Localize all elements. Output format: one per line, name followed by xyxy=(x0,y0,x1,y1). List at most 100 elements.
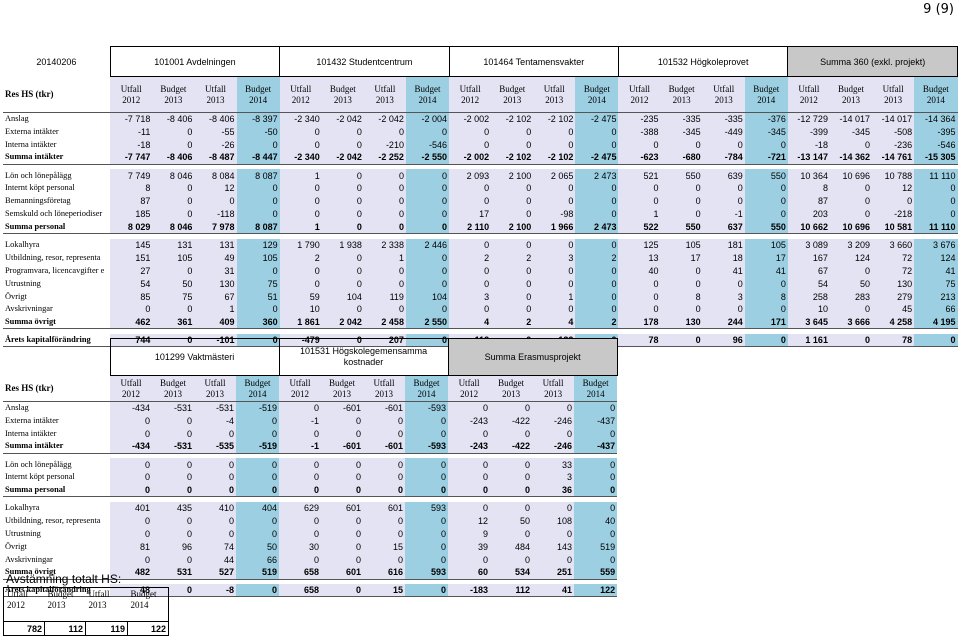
cell-value: 3 645 xyxy=(787,315,830,330)
cell-value: 0 xyxy=(321,540,364,554)
cell-value: 87 xyxy=(110,194,153,208)
cell-value: 0 xyxy=(152,414,194,428)
cell-value: 283 xyxy=(829,290,873,303)
cell-value: 0 xyxy=(490,401,533,415)
cell-value: 17 xyxy=(660,251,703,265)
cell-value: 0 xyxy=(405,207,450,221)
cell-value: 0 xyxy=(405,277,450,291)
row-label: Summa intäkter xyxy=(3,440,110,454)
cell-value: 54 xyxy=(787,277,830,291)
cell-value: 112 xyxy=(490,584,533,598)
reconciliation-header: Budget 2013 xyxy=(47,588,74,610)
cell-value: 401 xyxy=(110,501,152,515)
unit-title: 101299 Vaktmästeri xyxy=(109,338,280,376)
cell-value: -345 xyxy=(744,125,788,139)
reconciliation-value: 122 xyxy=(127,621,169,636)
cell-value: 0 xyxy=(194,194,237,208)
cell-value: -335 xyxy=(702,112,745,126)
cell-value: -1 xyxy=(279,440,322,454)
cell-value: 0 xyxy=(660,181,703,195)
cell-value: 0 xyxy=(533,277,576,291)
cell-value: -235 xyxy=(618,112,661,126)
cell-value: 0 xyxy=(236,427,280,441)
cell-value: 3 676 xyxy=(914,238,958,252)
cell-value: 0 xyxy=(533,264,576,278)
cell-value: 0 xyxy=(110,414,152,428)
cell-value: -8 xyxy=(194,584,236,598)
cell-value: 41 xyxy=(744,264,788,278)
cell-value: 0 xyxy=(744,302,788,316)
cell-value: 0 xyxy=(194,483,236,498)
cell-value: 0 xyxy=(363,194,406,208)
cell-value: -98 xyxy=(533,207,576,221)
cell-value: 0 xyxy=(618,290,661,303)
column-header: Utfall 2013 xyxy=(532,375,575,402)
cell-value: 108 xyxy=(532,514,575,528)
unit-title: Summa Erasmusprojekt xyxy=(447,338,618,376)
cell-value: 0 xyxy=(575,207,619,221)
row-label: Anslag xyxy=(5,114,29,124)
cell-value: 1 938 xyxy=(321,238,364,252)
cell-value: -8 397 xyxy=(236,112,280,126)
column-header: Utfall 2012 xyxy=(618,76,661,113)
cell-value: 0 xyxy=(532,527,575,541)
cell-value: 1 xyxy=(279,220,322,235)
cell-value: -14 364 xyxy=(914,112,958,126)
cell-value: -2 340 xyxy=(279,151,322,165)
cell-value: 41 xyxy=(914,264,958,278)
row-label: Externa intäkter xyxy=(5,126,59,136)
cell-value: 0 xyxy=(660,302,703,316)
reconciliation-header: Utfall 2013 xyxy=(88,588,110,610)
cell-value: 130 xyxy=(660,315,703,330)
cell-value: 3 666 xyxy=(829,315,873,330)
cell-value: 0 xyxy=(363,483,406,498)
cell-value: 0 xyxy=(363,514,406,528)
cell-value: 0 xyxy=(363,553,406,567)
cell-value: 0 xyxy=(702,138,745,152)
table-row: Summa personal 8 029 8 046 7 978 8 087 1 0 0 0 2 … xyxy=(3,220,958,235)
cell-value: 0 xyxy=(574,483,618,498)
cell-value: 0 xyxy=(702,277,745,291)
cell-value: 0 xyxy=(490,458,533,471)
cell-value: 0 xyxy=(110,527,152,541)
column-header: Utfall 2013 xyxy=(194,375,236,402)
cell-value: 8 046 xyxy=(152,220,195,235)
column-header: Utfall 2012 xyxy=(448,375,491,402)
cell-value: -2 042 xyxy=(321,151,364,165)
cell-value: -8 406 xyxy=(152,112,195,126)
cell-value: 482 xyxy=(110,566,152,580)
cell-value: 0 xyxy=(491,264,534,278)
cell-value: 8 087 xyxy=(236,220,280,235)
cell-value: 15 xyxy=(363,584,406,598)
cell-value: -50 xyxy=(236,125,280,139)
cell-value: 12 xyxy=(448,514,491,528)
cell-value: 0 xyxy=(702,181,745,195)
column-header: Budget 2014 xyxy=(574,375,618,402)
cell-value: 3 xyxy=(449,290,492,303)
cell-value: 8 xyxy=(660,290,703,303)
row-label: Programvara, licencavgifter e xyxy=(5,265,105,275)
cell-value: 0 xyxy=(405,194,450,208)
cell-value: 85 xyxy=(110,290,153,303)
cell-value: 0 xyxy=(405,220,450,235)
cell-value: 8 084 xyxy=(194,169,237,182)
cell-value: 658 xyxy=(279,584,322,598)
cell-value: 0 xyxy=(152,264,195,278)
cell-value: 2 065 xyxy=(533,169,576,182)
cell-value: -345 xyxy=(829,125,873,139)
cell-value: -437 xyxy=(574,414,618,428)
cell-value: 75 xyxy=(914,277,958,291)
unit-title: 101432 Studentcentrum xyxy=(279,46,450,77)
cell-value: 0 xyxy=(744,181,788,195)
cell-value: 44 xyxy=(194,553,236,567)
cell-value: 0 xyxy=(660,138,703,152)
cell-value: 0 xyxy=(236,527,280,541)
table-row: Lokalhyra 401 435 410 404 629 601 601 593 0 0 0 0 xyxy=(3,501,618,515)
cell-value: 171 xyxy=(744,315,788,330)
cell-value: 3 xyxy=(533,251,576,265)
cell-value: 3 xyxy=(532,470,575,484)
cell-value: 0 xyxy=(491,302,534,316)
cell-value: 4 xyxy=(449,315,492,330)
cell-value: 0 xyxy=(575,302,619,316)
cell-value: -2 042 xyxy=(321,112,364,126)
